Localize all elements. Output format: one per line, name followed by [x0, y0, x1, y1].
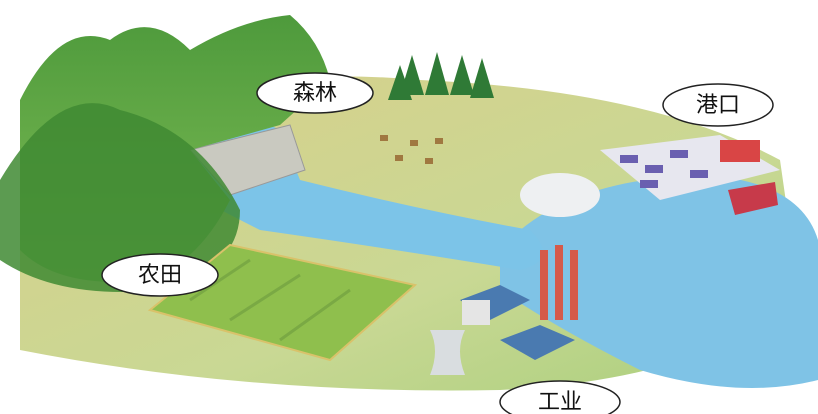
- label: 农田: [138, 263, 182, 288]
- background: [0, 15, 818, 391]
- label: 港口: [696, 93, 740, 118]
- label: 工业: [538, 390, 582, 414]
- port: [600, 135, 780, 215]
- trees: [380, 52, 494, 164]
- label: 森林: [293, 81, 337, 106]
- industry: [430, 173, 600, 375]
- labels: [101, 72, 774, 414]
